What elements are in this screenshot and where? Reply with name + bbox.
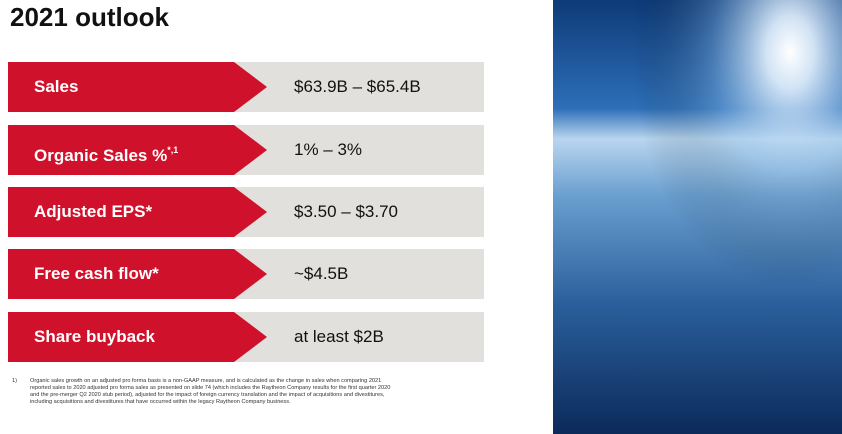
footnote-marker: 1) (12, 378, 17, 384)
label-arrow (8, 125, 267, 175)
row-label: Share buyback (34, 312, 155, 362)
label-text: Free cash flow* (34, 264, 159, 283)
sun-glow (553, 0, 842, 434)
value-box (230, 125, 484, 175)
label-arrow (8, 187, 267, 237)
row-label: Organic Sales %*,1 (34, 125, 178, 181)
row-label: Adjusted EPS* (34, 187, 152, 237)
footnote-line: including acquisitions and divestitures … (30, 399, 291, 405)
value-box (230, 187, 484, 237)
row-label: Sales (34, 62, 78, 112)
row-value: at least $2B (294, 327, 384, 346)
row-value: 1% – 3% (294, 140, 363, 159)
row-value: $3.50 – $3.70 (294, 202, 398, 221)
label-superscript: *,1 (167, 145, 179, 155)
footnote-line: and the pre-merger Q2 2020 stub period),… (30, 392, 385, 398)
value-box (230, 249, 484, 299)
value-box (230, 62, 484, 112)
label-text: Organic Sales % (34, 146, 168, 165)
row-label: Free cash flow* (34, 249, 159, 299)
label-text: Share buyback (34, 327, 155, 346)
slide-title: 2021 outlook (10, 2, 169, 32)
footnote-line: Organic sales growth on an adjusted pro … (30, 378, 382, 384)
row-value: ~$4.5B (294, 264, 349, 283)
row-value: $63.9B – $65.4B (294, 77, 421, 96)
footnote-line: reported sales to 2020 adjusted pro form… (30, 385, 391, 391)
label-text: Adjusted EPS* (34, 202, 153, 221)
label-arrow (8, 62, 267, 112)
label-arrow (8, 312, 267, 362)
value-box (230, 312, 484, 362)
label-arrow (8, 249, 267, 299)
label-text: Sales (34, 77, 79, 96)
